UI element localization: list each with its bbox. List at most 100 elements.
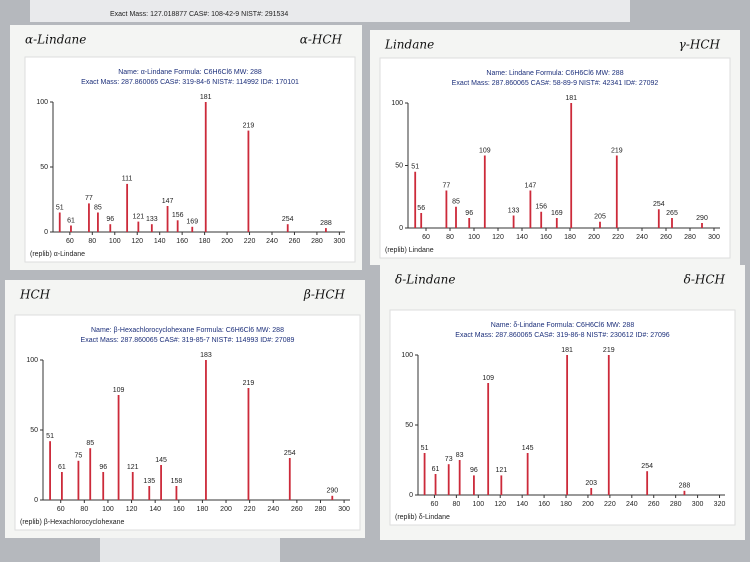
peak <box>447 464 450 495</box>
peak-label: 205 <box>594 214 606 221</box>
x-tick-label: 220 <box>604 501 616 508</box>
peak <box>126 183 129 232</box>
peak <box>468 218 471 228</box>
x-tick-label: 280 <box>315 506 327 513</box>
peak <box>570 103 573 228</box>
peak <box>58 212 61 232</box>
peak <box>423 453 426 495</box>
handwritten-label: β-HCH <box>303 288 346 302</box>
y-tick-label: 0 <box>34 497 38 504</box>
peak <box>137 221 140 232</box>
peak-label: 254 <box>284 450 296 457</box>
header-line: Exact Mass: 287.860065 CAS#: 319-84-6 NI… <box>81 79 299 86</box>
x-tick-label: 200 <box>582 501 594 508</box>
x-tick-label: 160 <box>173 506 185 513</box>
x-tick-label: 240 <box>636 234 648 241</box>
printout <box>14 314 361 531</box>
peak-label: 85 <box>86 440 94 447</box>
x-tick-label: 240 <box>266 238 278 245</box>
peak-label: 109 <box>482 375 494 382</box>
peak <box>204 102 207 232</box>
y-tick-label: 0 <box>399 225 403 232</box>
x-tick-label: 160 <box>176 238 188 245</box>
peak-label: 254 <box>282 216 294 223</box>
handwritten-label: γ-HCH <box>679 38 721 52</box>
x-tick-label: 140 <box>149 506 161 513</box>
peak <box>529 190 532 228</box>
peak <box>512 215 515 228</box>
peak-label: 61 <box>58 464 66 471</box>
back-sheet <box>30 0 630 22</box>
peak-label: 83 <box>456 452 464 459</box>
x-tick-label: 300 <box>338 506 350 513</box>
header-line: Name: Lindane Formula: C6H6Cl6 MW: 288 <box>486 70 623 77</box>
peak <box>473 475 475 495</box>
peak-label: 265 <box>666 210 678 217</box>
peak-label: 147 <box>525 182 537 189</box>
peak <box>77 460 80 500</box>
y-tick-label: 0 <box>409 492 413 499</box>
peak <box>590 488 593 495</box>
y-tick-label: 100 <box>36 99 48 106</box>
peak <box>540 211 543 228</box>
x-tick-label: 100 <box>102 506 114 513</box>
x-tick-label: 260 <box>660 234 672 241</box>
x-tick-label: 60 <box>431 501 439 508</box>
peak <box>671 218 673 228</box>
handwritten-label: α-HCH <box>300 33 343 47</box>
peak <box>483 155 486 228</box>
x-tick-label: 160 <box>538 501 550 508</box>
peak-label: 75 <box>75 453 83 460</box>
peak <box>434 474 437 495</box>
handwritten-label: δ-Lindane <box>395 273 455 287</box>
y-tick-label: 50 <box>40 164 48 171</box>
peak-label: 290 <box>326 488 338 495</box>
y-tick-label: 100 <box>26 357 38 364</box>
x-tick-label: 80 <box>88 238 96 245</box>
peak-label: 254 <box>653 201 665 208</box>
peak <box>88 203 90 232</box>
x-tick-label: 300 <box>708 234 720 241</box>
peak <box>131 472 134 500</box>
peak <box>286 224 289 232</box>
peak-label: 288 <box>679 483 691 490</box>
x-tick-label: 220 <box>244 238 256 245</box>
peak-label: 109 <box>479 147 491 154</box>
footer: (replib) δ-Lindane <box>395 514 450 521</box>
peak-label: 219 <box>243 122 255 129</box>
peak <box>526 453 529 495</box>
x-tick-label: 220 <box>612 234 624 241</box>
peak-label: 133 <box>146 216 158 223</box>
peak <box>487 383 490 495</box>
peak <box>615 155 618 228</box>
peak-label: 147 <box>162 198 174 205</box>
x-tick-label: 80 <box>452 501 460 508</box>
x-tick-label: 100 <box>468 234 480 241</box>
peak-label: 181 <box>561 347 573 354</box>
header-line: Name: δ-Lindane Formula: C6H6Cl6 MW: 288 <box>491 322 635 329</box>
x-tick-label: 300 <box>692 501 704 508</box>
peak-label: 77 <box>85 195 93 202</box>
peak <box>455 206 457 228</box>
x-tick-label: 80 <box>80 506 88 513</box>
peak <box>150 224 153 232</box>
peak-label: 145 <box>522 445 534 452</box>
footer: (replib) Lindane <box>385 247 434 254</box>
peak <box>49 441 51 500</box>
peak-label: 156 <box>172 212 184 219</box>
peak-label: 133 <box>508 207 520 214</box>
peak <box>414 171 417 228</box>
peak-label: 51 <box>411 164 419 171</box>
peak-label: 51 <box>421 445 429 452</box>
peak-label: 158 <box>171 478 183 485</box>
peak-label: 56 <box>417 205 425 212</box>
peak-label: 169 <box>551 210 563 217</box>
x-tick-label: 180 <box>560 501 572 508</box>
peak <box>191 226 194 232</box>
peak-label: 85 <box>94 204 102 211</box>
peak-label: 219 <box>611 147 623 154</box>
peak-label: 51 <box>56 204 64 211</box>
peak <box>102 472 105 500</box>
y-tick-label: 100 <box>401 352 413 359</box>
